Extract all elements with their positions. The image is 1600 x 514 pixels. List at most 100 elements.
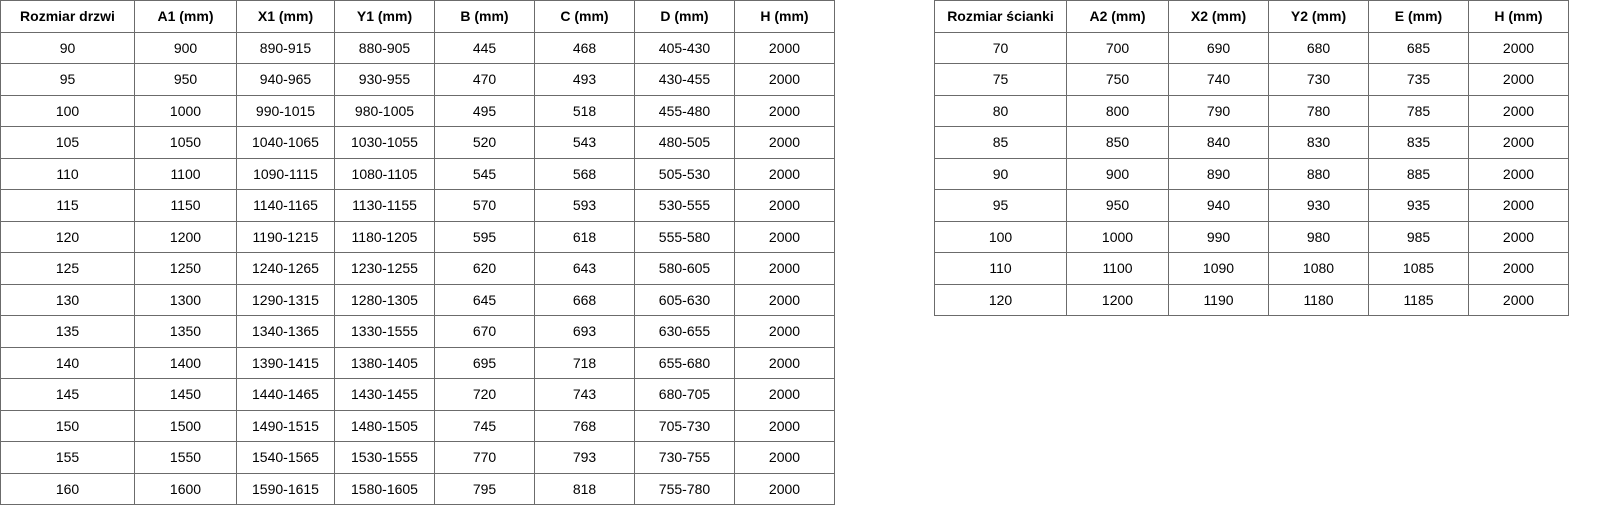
table-cell: 1100 bbox=[134, 157, 237, 190]
table-cell: 735 bbox=[1368, 63, 1469, 96]
table-cell: 125 bbox=[0, 252, 135, 285]
table-row: 135 1350 1340-1365 1330-1555 670 693 630-655 20… bbox=[0, 315, 835, 348]
table-cell: 690 bbox=[1168, 31, 1269, 64]
table-cell: 1085 bbox=[1368, 252, 1469, 285]
table-cell: 618 bbox=[534, 220, 635, 253]
table-cell: 720 bbox=[434, 378, 535, 411]
table-cell: 570 bbox=[434, 189, 535, 222]
table-cell: 670 bbox=[434, 315, 535, 348]
table-cell: 150 bbox=[0, 409, 135, 442]
table-cell: 115 bbox=[0, 189, 135, 222]
table-cell: 830 bbox=[1268, 126, 1369, 159]
table-cell: 1180-1205 bbox=[334, 220, 435, 253]
table-cell: 885 bbox=[1368, 157, 1469, 190]
table-cell: 90 bbox=[934, 157, 1067, 190]
table-cell: 1050 bbox=[134, 126, 237, 159]
table-cell: 1130-1155 bbox=[334, 189, 435, 222]
table-cell: 2000 bbox=[1468, 157, 1569, 190]
table-cell: 880 bbox=[1268, 157, 1369, 190]
table-cell: 800 bbox=[1066, 94, 1169, 127]
table-cell: 1090-1115 bbox=[236, 157, 335, 190]
table-cell: 130 bbox=[0, 283, 135, 316]
table-cell: 930-955 bbox=[334, 63, 435, 96]
table-cell: 2000 bbox=[1468, 126, 1569, 159]
table-cell: 2000 bbox=[1468, 283, 1569, 316]
table-cell: 2000 bbox=[734, 157, 835, 190]
table-row: 80 800 790 780 785 2000 bbox=[934, 94, 1569, 127]
table-cell: 1400 bbox=[134, 346, 237, 379]
table-cell: 1580-1605 bbox=[334, 472, 435, 505]
table-cell: 1190 bbox=[1168, 283, 1269, 316]
table-cell: 530-555 bbox=[634, 189, 735, 222]
table-cell: 2000 bbox=[734, 472, 835, 505]
table-cell: 1180 bbox=[1268, 283, 1369, 316]
table-cell: 2000 bbox=[1468, 94, 1569, 127]
table-cell: 785 bbox=[1368, 94, 1469, 127]
table-cell: 705-730 bbox=[634, 409, 735, 442]
table-cell: 1250 bbox=[134, 252, 237, 285]
table-cell: 668 bbox=[534, 283, 635, 316]
table-cell: 1200 bbox=[1066, 283, 1169, 316]
table-cell: 160 bbox=[0, 472, 135, 505]
table-row: 75 750 740 730 735 2000 bbox=[934, 63, 1569, 96]
table-row: 100 1000 990 980 985 2000 bbox=[934, 220, 1569, 253]
table-cell: 1000 bbox=[134, 94, 237, 127]
table-cell: 745 bbox=[434, 409, 535, 442]
table-cell: 605-630 bbox=[634, 283, 735, 316]
table-cell: 890 bbox=[1168, 157, 1269, 190]
column-header: A2 (mm) bbox=[1066, 0, 1169, 33]
table-cell: 1440-1465 bbox=[236, 378, 335, 411]
table-row: 140 1400 1390-1415 1380-1405 695 718 655-680 20… bbox=[0, 346, 835, 379]
table-cell: 2000 bbox=[734, 441, 835, 474]
table-cell: 80 bbox=[934, 94, 1067, 127]
column-header: A1 (mm) bbox=[134, 0, 237, 33]
table-cell: 2000 bbox=[1468, 189, 1569, 222]
table-cell: 2000 bbox=[734, 315, 835, 348]
table-cell: 2000 bbox=[1468, 252, 1569, 285]
table-row: 150 1500 1490-1515 1480-1505 745 768 705-730 20… bbox=[0, 409, 835, 442]
table-cell: 545 bbox=[434, 157, 535, 190]
table-cell: 100 bbox=[934, 220, 1067, 253]
table-cell: 90 bbox=[0, 31, 135, 64]
door-size-table: Rozmiar drzwi A1 (mm) X1 (mm) Y1 (mm) B (mm)… bbox=[0, 0, 835, 505]
table-cell: 100 bbox=[0, 94, 135, 127]
table-cell: 2000 bbox=[734, 126, 835, 159]
table-cell: 718 bbox=[534, 346, 635, 379]
table-cell: 2000 bbox=[734, 63, 835, 96]
table-cell: 655-680 bbox=[634, 346, 735, 379]
column-header: H (mm) bbox=[734, 0, 835, 33]
table-cell: 70 bbox=[934, 31, 1067, 64]
table-cell: 430-455 bbox=[634, 63, 735, 96]
table-cell: 680-705 bbox=[634, 378, 735, 411]
table-cell: 1540-1565 bbox=[236, 441, 335, 474]
table-cell: 1240-1265 bbox=[236, 252, 335, 285]
table-row: 85 850 840 830 835 2000 bbox=[934, 126, 1569, 159]
table-cell: 743 bbox=[534, 378, 635, 411]
table-cell: 935 bbox=[1368, 189, 1469, 222]
table-cell: 120 bbox=[934, 283, 1067, 316]
table-cell: 850 bbox=[1066, 126, 1169, 159]
table-cell: 755-780 bbox=[634, 472, 735, 505]
table-cell: 1290-1315 bbox=[236, 283, 335, 316]
table-cell: 1230-1255 bbox=[334, 252, 435, 285]
table-cell: 505-530 bbox=[634, 157, 735, 190]
table-cell: 890-915 bbox=[236, 31, 335, 64]
table-cell: 555-580 bbox=[634, 220, 735, 253]
table-row: 155 1550 1540-1565 1530-1555 770 793 730-755 20… bbox=[0, 441, 835, 474]
table-cell: 405-430 bbox=[634, 31, 735, 64]
header-row: Rozmiar ścianki A2 (mm) X2 (mm) Y2 (mm) E (m… bbox=[934, 0, 1569, 33]
table-cell: 445 bbox=[434, 31, 535, 64]
table-cell: 1600 bbox=[134, 472, 237, 505]
table-cell: 985 bbox=[1368, 220, 1469, 253]
table-cell: 695 bbox=[434, 346, 535, 379]
table-cell: 730-755 bbox=[634, 441, 735, 474]
table-cell: 2000 bbox=[1468, 220, 1569, 253]
table-cell: 630-655 bbox=[634, 315, 735, 348]
table-cell: 643 bbox=[534, 252, 635, 285]
table-cell: 2000 bbox=[1468, 31, 1569, 64]
table-cell: 950 bbox=[134, 63, 237, 96]
table-cell: 135 bbox=[0, 315, 135, 348]
table-cell: 1350 bbox=[134, 315, 237, 348]
table-row: 125 1250 1240-1265 1230-1255 620 643 580-605 20… bbox=[0, 252, 835, 285]
table-cell: 900 bbox=[134, 31, 237, 64]
